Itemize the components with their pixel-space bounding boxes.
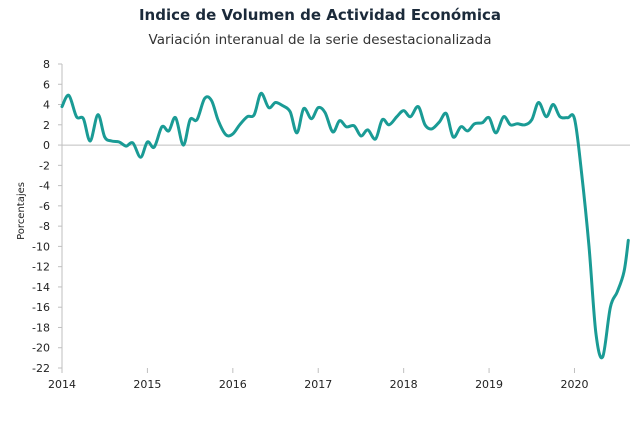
- x-tick-label: 2016: [219, 378, 247, 391]
- x-tick-label: 2018: [390, 378, 418, 391]
- x-tick-labels: 2014 2015 2016 2017 2018 2019 2020: [48, 368, 588, 391]
- chart-subtitle: Variación interanual de la serie desesta…: [148, 32, 492, 48]
- chart-title: Indice de Volumen de Actividad Económica: [138, 6, 502, 24]
- y-tick-label: -20: [32, 342, 50, 355]
- x-tick-label: 2017: [304, 378, 332, 391]
- y-tick-label: -2: [39, 159, 50, 172]
- y-tick-label: 4: [43, 99, 50, 112]
- chart-axes: [61, 64, 630, 368]
- y-tick-label: 0: [43, 139, 50, 152]
- series-line: [60, 91, 630, 360]
- x-tick-label: 2019: [475, 378, 503, 391]
- x-tick-label: 2014: [48, 378, 76, 391]
- y-tick-label: 8: [43, 58, 50, 71]
- y-tick-label: 2: [43, 119, 50, 132]
- plot-area: [60, 91, 630, 360]
- y-tick-labels: 8 6 4 2 0 -2 -4 -6 -8 -10 -12 -14 -16 -18 -20 -22: [32, 58, 62, 375]
- y-tick-label: -14: [32, 281, 50, 294]
- y-tick-label: -22: [32, 362, 50, 375]
- y-tick-label: -6: [39, 200, 50, 213]
- y-tick-label: -4: [39, 180, 50, 193]
- y-tick-label: -12: [32, 261, 50, 274]
- y-axis-label: Porcentajes: [16, 182, 27, 240]
- y-tick-label: 6: [43, 78, 50, 91]
- y-tick-label: -10: [32, 240, 50, 253]
- y-tick-label: -8: [39, 220, 50, 233]
- x-tick-label: 2015: [133, 378, 161, 391]
- y-tick-label: -18: [32, 321, 50, 334]
- y-tick-label: -16: [32, 301, 50, 314]
- x-tick-label: 2020: [560, 378, 588, 391]
